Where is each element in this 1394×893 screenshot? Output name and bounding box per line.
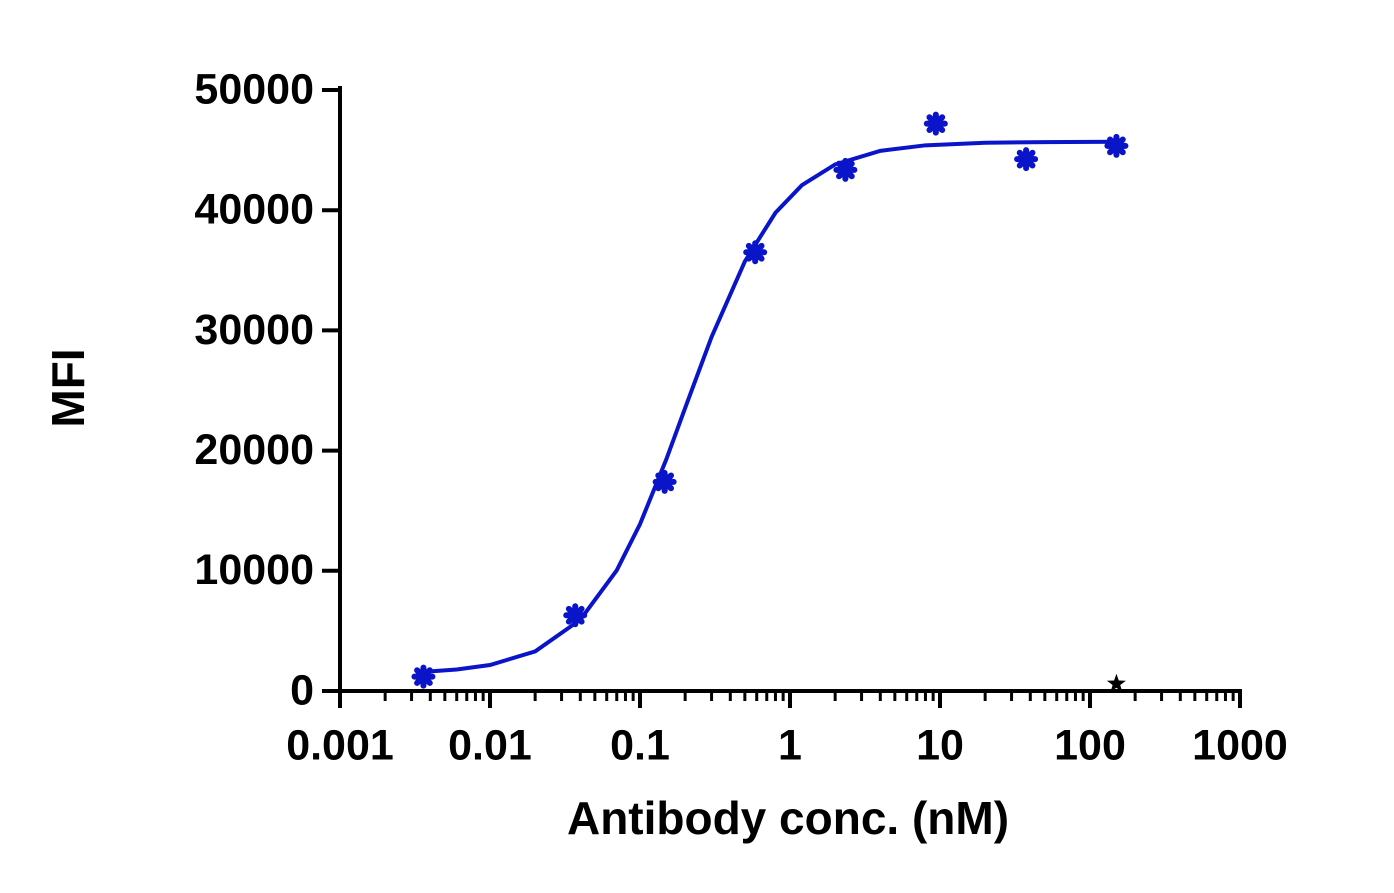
- y-axis-label: MFI: [42, 348, 94, 427]
- x-tick-label: 0.1: [610, 721, 670, 769]
- data-point: [743, 240, 768, 265]
- y-tick-label: 40000: [194, 186, 314, 234]
- y-tick-label: 0: [290, 666, 314, 714]
- x-tick-label: 10: [916, 721, 964, 769]
- data-point: [923, 111, 948, 136]
- x-tick-label: 0.01: [448, 721, 532, 769]
- data-point: [833, 157, 858, 182]
- x-tick-label: 100: [1054, 721, 1126, 769]
- y-tick-label: 50000: [194, 65, 314, 113]
- y-tick-label: 10000: [194, 546, 314, 594]
- data-point: [411, 664, 436, 689]
- data-point: [563, 603, 588, 628]
- x-tick-label: 1000: [1192, 721, 1288, 769]
- x-tick-label: 0.001: [286, 721, 394, 769]
- data-point: [1014, 147, 1039, 172]
- data-point: [1106, 673, 1126, 692]
- fit-curve: [423, 139, 1117, 674]
- data-point: [652, 469, 677, 494]
- x-tick-label: 1: [778, 721, 802, 769]
- y-tick-label: 30000: [194, 306, 314, 354]
- x-axis-label: Antibody conc. (nM): [567, 792, 1009, 844]
- data-point: [1104, 133, 1129, 158]
- y-tick-label: 20000: [194, 426, 314, 474]
